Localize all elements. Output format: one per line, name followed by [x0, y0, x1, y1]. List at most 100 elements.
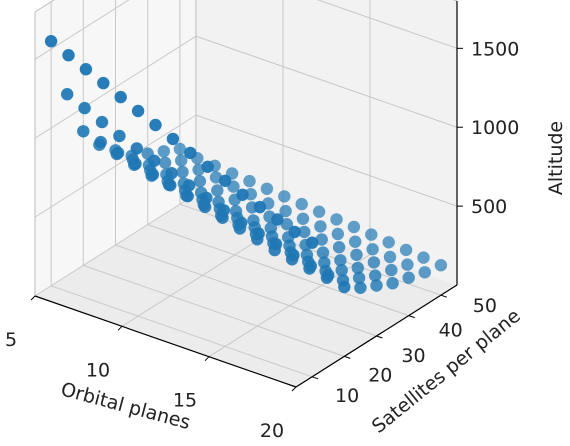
data-point: [164, 179, 177, 192]
data-point: [94, 135, 107, 149]
z-grid-line-left: [34, 0, 130, 60]
data-point: [111, 146, 125, 160]
data-point: [296, 212, 310, 225]
data-point: [243, 174, 256, 188]
data-point: [347, 220, 361, 234]
data-point: [236, 188, 249, 201]
data-point: [260, 182, 274, 195]
data-point: [370, 279, 383, 292]
data-point: [271, 213, 284, 226]
y-tick-label: 50: [473, 295, 497, 317]
data-point: [218, 174, 232, 187]
z-grid-line-left: [34, 114, 197, 218]
x-tick-mark: [117, 325, 123, 331]
data-point: [173, 142, 187, 156]
y-grid-line-floor: [50, 285, 313, 378]
y-tick-mark: [440, 294, 448, 298]
z-axis-label: Altitude: [545, 121, 567, 195]
y-tick-label: 40: [439, 320, 463, 342]
data-point: [365, 228, 378, 241]
data-point: [418, 266, 431, 279]
data-point: [157, 145, 170, 158]
data-point: [62, 49, 75, 62]
data-point: [331, 227, 344, 241]
data-point: [349, 235, 362, 248]
data-point: [201, 160, 214, 173]
data-point: [146, 168, 160, 181]
data-point: [44, 35, 58, 48]
x-axis-line: [34, 295, 297, 388]
z-tick-label: 1500: [471, 38, 519, 60]
data-point: [166, 132, 180, 146]
data-point: [369, 269, 382, 282]
z-grid-line-back: [195, 35, 458, 128]
z-grid-line-back: [316, 0, 458, 49]
data-point: [295, 197, 308, 211]
y-tick-mark: [376, 335, 383, 339]
data-point: [165, 167, 178, 180]
data-point: [316, 246, 330, 259]
data-point: [77, 125, 90, 138]
data-point: [95, 115, 109, 129]
data-point: [312, 205, 326, 218]
data-point: [131, 104, 145, 118]
back-pane: [196, 0, 457, 285]
data-point: [382, 236, 395, 249]
data-point: [114, 90, 127, 104]
data-point: [253, 200, 267, 214]
data-point: [334, 254, 347, 267]
y-grid-line-floor: [147, 224, 409, 317]
data-point: [434, 259, 448, 272]
data-point: [278, 190, 291, 203]
data-point: [148, 154, 161, 167]
data-point: [79, 62, 93, 76]
data-point: [200, 191, 213, 205]
y-grid-line-floor: [115, 244, 377, 337]
data-point: [330, 213, 343, 226]
data-point: [184, 146, 197, 160]
data-point: [314, 220, 327, 233]
data-point: [113, 129, 126, 143]
data-point: [252, 227, 265, 240]
y-grid-line-floor: [83, 264, 345, 357]
data-point: [352, 271, 366, 285]
y-tick-label: 20: [368, 364, 392, 386]
data-point: [351, 261, 364, 275]
data-point: [305, 236, 319, 249]
data-point: [350, 248, 363, 261]
data-point: [217, 204, 230, 217]
data-point: [158, 156, 172, 169]
data-points: [44, 35, 448, 294]
data-point: [78, 101, 91, 115]
data-point: [417, 251, 430, 264]
data-point: [129, 157, 142, 170]
data-point: [130, 142, 143, 155]
tick-labels: 5 10 15 20 10 20 30 40 50 500 1000 1500: [5, 38, 519, 442]
data-point: [288, 225, 301, 239]
data-point: [235, 216, 248, 229]
data-point: [399, 243, 413, 257]
z-grid-line-left: [34, 35, 197, 139]
data-point: [401, 258, 414, 271]
data-point: [176, 165, 189, 179]
data-point: [211, 184, 224, 197]
data-point: [60, 88, 74, 101]
x-tick-mark: [30, 295, 36, 301]
data-point: [386, 277, 399, 290]
data-point: [335, 264, 348, 277]
data-point: [332, 241, 346, 254]
y-tick-label: 10: [335, 385, 359, 407]
data-point: [279, 204, 292, 218]
x-tick-label: 15: [173, 390, 197, 412]
y-tick-mark: [344, 355, 351, 359]
data-point: [304, 259, 317, 273]
data-point: [354, 281, 367, 294]
data-point: [402, 271, 415, 284]
x-tick-label: 5: [5, 329, 17, 351]
x-tick-mark: [291, 386, 297, 392]
z-tick-label: 1000: [471, 117, 519, 139]
data-point: [367, 256, 381, 269]
data-point: [287, 248, 300, 262]
data-point: [97, 76, 110, 90]
